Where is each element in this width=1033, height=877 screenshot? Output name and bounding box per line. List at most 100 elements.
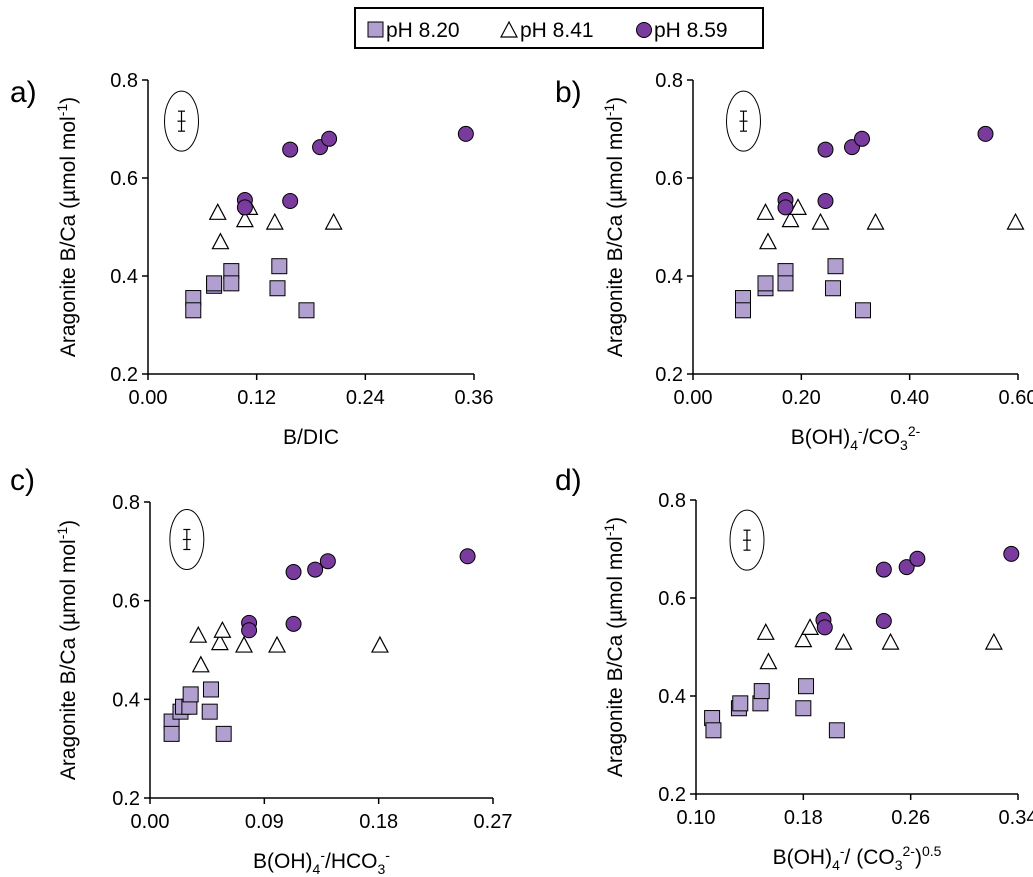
data-point-square <box>202 681 219 698</box>
error-ellipse <box>726 90 761 152</box>
data-point-circle <box>854 130 870 147</box>
y-tick-label: 0.4 <box>112 689 140 711</box>
data-point-triangle <box>759 652 778 670</box>
data-point-triangle <box>265 212 284 230</box>
panel-label: a) <box>10 76 37 109</box>
series-circle <box>815 545 1020 636</box>
x-tick-label: 0.27 <box>474 811 513 833</box>
data-point-triangle <box>189 625 208 643</box>
legend-square-marker <box>367 21 384 38</box>
data-point-square <box>223 275 240 292</box>
panel-label: c) <box>10 464 35 497</box>
x-tick-label: 0.00 <box>129 387 168 409</box>
data-point-circle <box>1003 545 1020 562</box>
data-point-triangle <box>834 632 853 650</box>
data-point-triangle <box>756 203 775 220</box>
data-point-triangle <box>756 623 775 640</box>
x-axis-label: B/DIC <box>283 426 339 449</box>
data-point-square <box>163 725 180 742</box>
data-point-square <box>827 258 844 275</box>
data-point-circle <box>898 559 915 576</box>
data-point-square <box>298 302 315 319</box>
data-point-triangle <box>759 232 777 250</box>
data-point-circle <box>319 553 336 570</box>
data-point-triangle <box>268 635 287 653</box>
legend-triangle-marker <box>500 20 518 38</box>
data-point-circle <box>875 561 892 578</box>
data-point-square <box>271 258 288 275</box>
data-point-triangle <box>881 632 900 650</box>
data-point-triangle <box>324 212 343 230</box>
panel-3: c) 0.2 0.4 0.6 0.8 0.00 0.09 0.18 0.27 Aragonite … <box>10 464 512 877</box>
x-tick-label: 0.00 <box>131 811 170 833</box>
data-point-square <box>269 280 286 297</box>
series-triangle <box>189 620 389 673</box>
series-triangle <box>756 618 1003 670</box>
data-point-square <box>828 722 845 739</box>
data-point-triangle <box>208 203 227 220</box>
data-point-square <box>825 280 841 297</box>
error-ellipse <box>169 508 205 570</box>
series-square <box>735 258 871 319</box>
data-point-triangle <box>211 232 230 250</box>
data-point-square <box>855 302 871 319</box>
panels: a) 0.2 0.4 0.6 0.8 0.00 0.12 0.24 0.36 Aragonite … <box>10 70 1033 877</box>
x-tick-label: 0.60 <box>999 387 1033 409</box>
data-point-triangle <box>866 212 885 230</box>
data-point-square <box>757 275 774 292</box>
data-point-triangle <box>235 635 254 653</box>
data-point-circle <box>307 561 324 578</box>
data-point-circle <box>321 130 338 147</box>
data-point-square <box>732 695 749 712</box>
x-tick-label: 0.24 <box>346 387 385 409</box>
y-axis-label: Aragonite B/Ca (µmol mol-1) <box>601 517 627 777</box>
data-point-triangle <box>794 630 813 648</box>
data-point-triangle <box>210 633 229 651</box>
panel-label: b) <box>555 76 582 109</box>
x-tick-label: 0.00 <box>674 387 713 409</box>
y-tick-label: 0.8 <box>110 70 138 92</box>
y-tick-label: 0.2 <box>112 788 140 810</box>
data-point-triangle <box>801 618 820 636</box>
data-point-square <box>735 302 751 319</box>
data-point-triangle <box>191 655 210 673</box>
x-tick-label: 0.40 <box>890 387 929 409</box>
data-point-square <box>705 722 722 739</box>
y-tick-label: 0.4 <box>658 686 686 708</box>
panel-label: d) <box>555 464 582 497</box>
series-triangle <box>756 198 1025 250</box>
error-ellipse <box>164 90 200 152</box>
y-tick-label: 0.8 <box>112 492 140 514</box>
data-point-circle <box>777 199 794 216</box>
data-point-circle <box>236 199 253 216</box>
data-point-circle <box>241 622 258 639</box>
y-tick-label: 0.2 <box>658 784 686 806</box>
series-circle <box>241 548 476 639</box>
panel-1: a) 0.2 0.4 0.6 0.8 0.00 0.12 0.24 0.36 Aragonite … <box>10 70 493 449</box>
data-point-square <box>185 302 202 319</box>
y-axis-label: Aragonite B/Ca (µmol mol-1) <box>601 97 627 357</box>
data-point-circle <box>282 193 299 210</box>
data-point-triangle <box>235 210 254 228</box>
legend-circle-marker <box>636 22 652 38</box>
data-point-triangle <box>213 620 232 638</box>
data-point-square <box>798 678 815 695</box>
data-point-triangle <box>811 212 830 230</box>
data-point-circle <box>817 193 834 210</box>
data-point-square <box>182 686 199 703</box>
series-square <box>185 258 315 319</box>
y-tick-label: 0.6 <box>112 591 140 613</box>
data-point-circle <box>282 141 299 158</box>
x-tick-label: 0.12 <box>237 387 276 409</box>
series-triangle <box>208 198 343 250</box>
y-tick-label: 0.2 <box>655 364 683 386</box>
legend-box <box>354 7 764 49</box>
x-tick-label: 0.26 <box>891 807 930 829</box>
data-point-triangle <box>370 635 389 653</box>
data-point-circle <box>977 125 994 142</box>
y-tick-label: 0.8 <box>655 70 683 92</box>
series-circle <box>236 125 474 216</box>
data-point-triangle <box>789 198 807 215</box>
y-tick-label: 0.8 <box>658 490 686 512</box>
data-point-square <box>753 683 770 700</box>
